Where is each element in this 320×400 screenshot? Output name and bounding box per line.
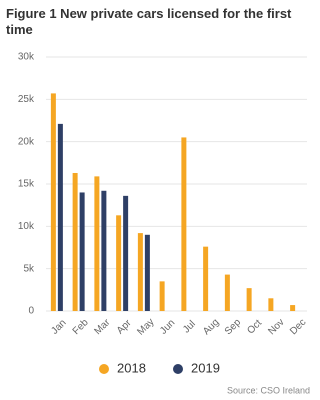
bar (101, 190, 107, 311)
bar (137, 233, 143, 311)
legend-label: 2019 (191, 360, 220, 375)
y-tick-label: 5k (23, 263, 35, 274)
x-tick-label: Dec (288, 317, 308, 337)
bar (50, 93, 56, 311)
bar (116, 215, 122, 311)
bar (268, 298, 274, 311)
y-tick-label: 25k (18, 94, 35, 105)
x-tick-label: Jan (49, 318, 68, 337)
y-tick-label: 10k (18, 221, 35, 232)
chart-title: Figure 1 New private cars licensed for t… (6, 6, 292, 37)
x-tick-label: Feb (71, 317, 91, 337)
x-tick-label: Oct (245, 318, 264, 337)
bar (159, 281, 165, 311)
bar (290, 305, 296, 311)
y-tick-label: 15k (18, 179, 35, 190)
bar (79, 192, 85, 311)
y-tick-label: 20k (18, 136, 35, 147)
x-tick-label: Mar (92, 317, 112, 337)
x-tick-label: Apr (115, 317, 134, 336)
x-tick-label: Nov (266, 317, 286, 337)
y-tick-label: 0 (28, 306, 34, 317)
bar (224, 274, 230, 311)
bar (144, 234, 150, 311)
bar (246, 288, 252, 311)
bar (181, 137, 187, 311)
bar (94, 176, 100, 311)
x-tick-label: Aug (201, 317, 221, 337)
bar (123, 195, 129, 311)
bar (72, 172, 78, 311)
legend-label: 2018 (117, 360, 146, 375)
legend-marker (173, 364, 183, 374)
x-tick-label: Sep (223, 317, 244, 338)
x-tick-label: Jun (158, 318, 177, 337)
legend-marker (99, 364, 109, 374)
source: Source: CSO Ireland (227, 385, 310, 395)
bar (203, 246, 209, 311)
x-tick-label: May (135, 317, 156, 338)
x-tick-label: Jul (181, 319, 198, 336)
y-tick-label: 30k (18, 52, 35, 63)
bar (57, 123, 63, 312)
